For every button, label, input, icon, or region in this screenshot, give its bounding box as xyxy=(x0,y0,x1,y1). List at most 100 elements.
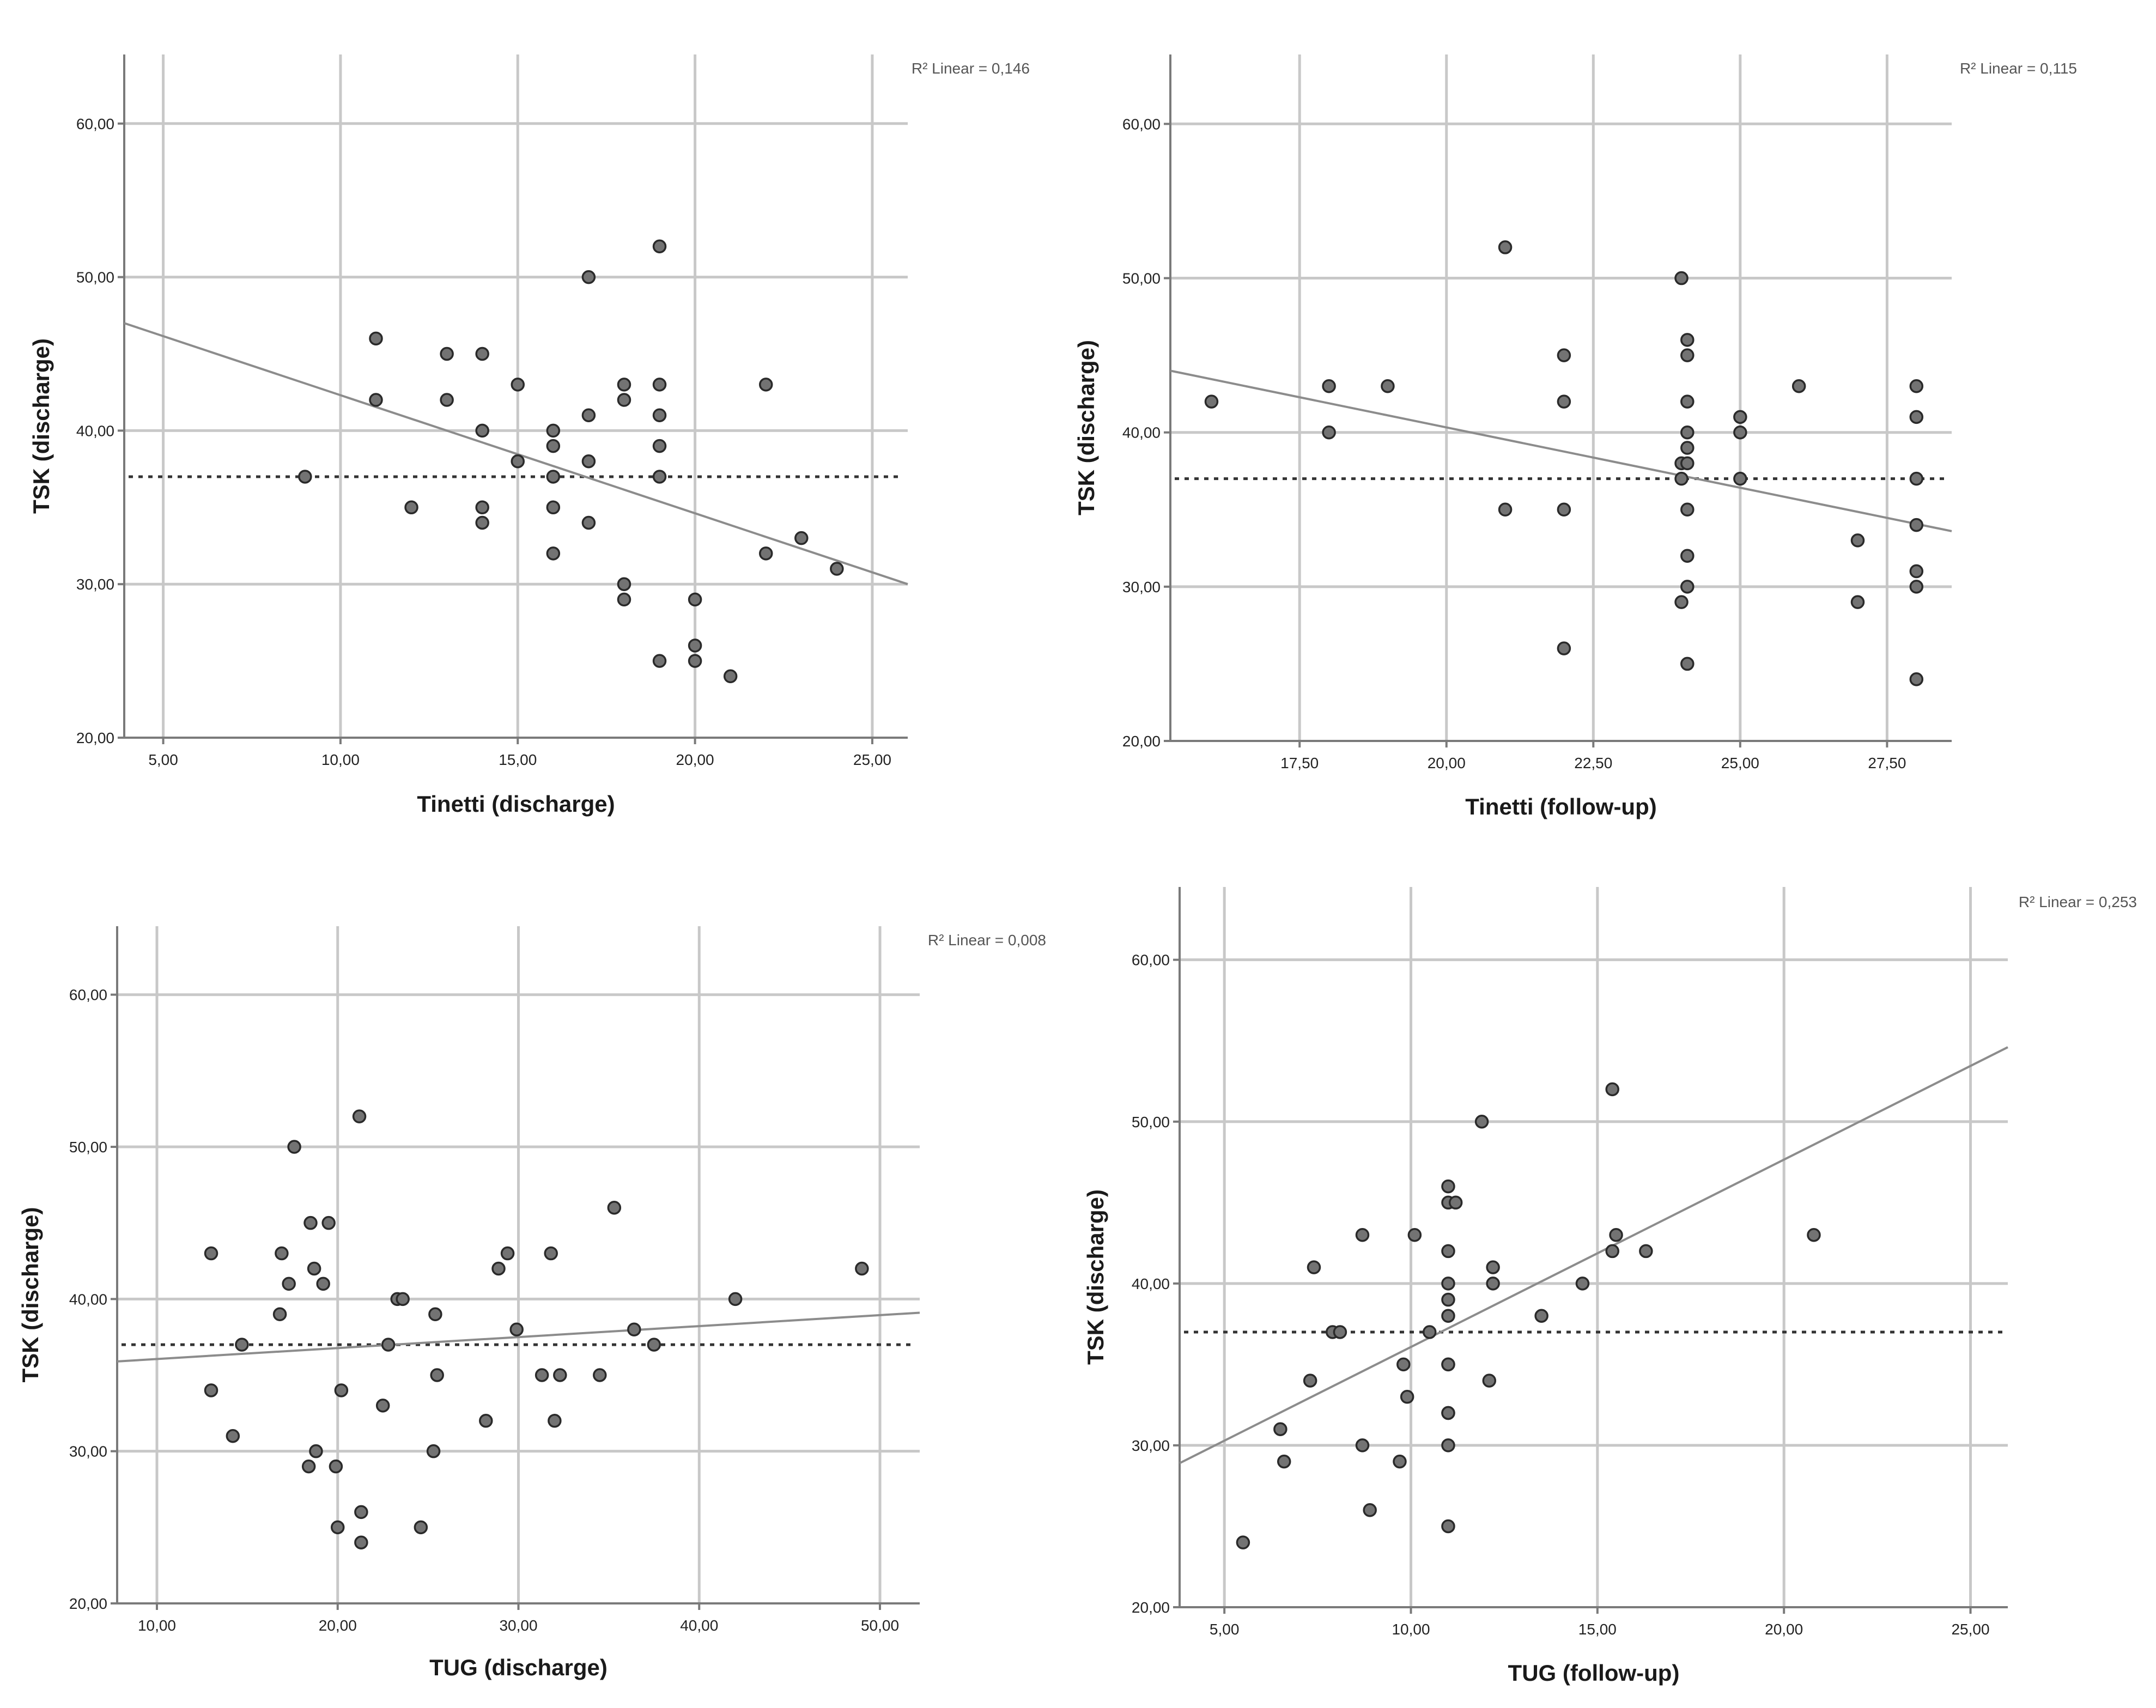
x-tick-label: 10,00 xyxy=(321,751,360,768)
scatter-chart-2: 17,50 20,00 22,50 25,00 27,50 20,00 30,00 40,00… xyxy=(1073,54,2077,819)
data-point xyxy=(1422,1325,1437,1339)
data-point xyxy=(511,378,525,392)
data-point xyxy=(581,454,596,469)
data-point xyxy=(329,1459,343,1474)
data-point xyxy=(354,1535,368,1550)
scatter-chart-4: 5,00 10,00 15,00 20,00 25,00 20,00 30,00 40,00 5… xyxy=(1083,887,2137,1686)
data-point xyxy=(647,1338,661,1352)
data-point xyxy=(509,1322,524,1336)
x-tick-label: 10,00 xyxy=(138,1617,176,1634)
data-point xyxy=(581,515,596,530)
data-point xyxy=(414,1520,428,1535)
y-tick-label: 30,00 xyxy=(1122,579,1161,595)
data-point xyxy=(1575,1277,1590,1291)
y-tick-label: 60,00 xyxy=(69,987,107,1004)
data-point xyxy=(1534,1309,1548,1323)
data-point xyxy=(404,500,418,515)
data-point xyxy=(204,1383,218,1397)
data-point xyxy=(1680,348,1695,362)
x-tick-label: 40,00 xyxy=(680,1617,718,1634)
x-tick-label: 30,00 xyxy=(499,1617,537,1634)
data-point xyxy=(546,439,561,453)
data-point xyxy=(1680,441,1695,455)
data-point xyxy=(375,1399,390,1413)
fit-line xyxy=(124,322,908,586)
data-point xyxy=(301,1459,316,1474)
data-point xyxy=(1333,1325,1347,1339)
x-axis-title: TUG (follow-up) xyxy=(1508,1660,1680,1686)
data-point xyxy=(652,408,667,422)
data-point xyxy=(440,393,454,407)
data-point xyxy=(1680,549,1695,563)
data-point xyxy=(1850,533,1865,548)
y-axis-title: TSK (discharge) xyxy=(1083,1189,1108,1365)
y-tick-label: 20,00 xyxy=(1122,733,1161,750)
data-point xyxy=(1236,1535,1250,1549)
data-point xyxy=(544,1246,558,1261)
data-point xyxy=(303,1215,318,1230)
data-point xyxy=(1733,471,1747,486)
data-point xyxy=(282,1277,296,1291)
data-point xyxy=(593,1368,607,1382)
data-point xyxy=(369,393,383,407)
data-point xyxy=(1322,425,1336,440)
data-point xyxy=(1303,1373,1317,1388)
data-point xyxy=(1441,1357,1455,1372)
data-point xyxy=(758,546,773,561)
data-point xyxy=(1674,471,1689,486)
data-point xyxy=(1680,394,1695,409)
data-point xyxy=(1909,672,1924,686)
data-point xyxy=(652,470,667,484)
y-tick-label: 30,00 xyxy=(1132,1437,1170,1454)
data-point xyxy=(652,378,667,392)
x-tick-label: 17,50 xyxy=(1280,755,1319,771)
data-point xyxy=(617,592,631,607)
x-tick-label: 20,00 xyxy=(1765,1621,1803,1638)
data-point xyxy=(1273,1422,1287,1436)
data-point xyxy=(475,515,489,530)
data-point xyxy=(1448,1195,1463,1210)
data-point xyxy=(426,1444,441,1458)
data-point xyxy=(548,1414,562,1428)
data-point xyxy=(475,423,489,438)
y-tick-label: 30,00 xyxy=(69,1443,107,1460)
data-point xyxy=(1277,1454,1291,1469)
y-tick-label: 20,00 xyxy=(76,730,114,746)
data-point xyxy=(287,1140,301,1154)
data-point xyxy=(794,531,809,545)
y-tick-label: 50,00 xyxy=(1132,1114,1170,1130)
data-point xyxy=(1674,271,1689,285)
data-point xyxy=(535,1368,549,1382)
data-point xyxy=(396,1292,410,1306)
data-point xyxy=(511,454,525,469)
data-point xyxy=(1441,1309,1455,1323)
data-point xyxy=(1482,1373,1497,1388)
data-point xyxy=(1396,1357,1411,1372)
data-point xyxy=(652,654,667,668)
x-tick-label: 20,00 xyxy=(319,1617,357,1634)
data-point xyxy=(1909,580,1924,594)
data-point xyxy=(1733,410,1747,424)
data-point xyxy=(1363,1503,1377,1517)
data-point xyxy=(1557,394,1571,409)
data-point xyxy=(627,1322,641,1336)
data-point xyxy=(428,1307,442,1322)
data-point xyxy=(1441,1277,1455,1291)
y-tick-label: 40,00 xyxy=(1132,1275,1170,1292)
data-point xyxy=(316,1277,330,1291)
data-point xyxy=(1674,595,1689,609)
x-tick-label: 5,00 xyxy=(148,751,178,768)
data-point xyxy=(1557,348,1571,362)
y-tick-label: 60,00 xyxy=(1122,116,1161,132)
data-point xyxy=(309,1444,323,1458)
data-point xyxy=(500,1246,515,1261)
data-point xyxy=(1909,379,1924,393)
data-point xyxy=(1609,1227,1623,1242)
x-tick-label: 20,00 xyxy=(1428,755,1466,771)
data-point xyxy=(830,562,844,576)
x-axis-title: TUG (discharge) xyxy=(429,1655,608,1680)
data-point xyxy=(581,270,596,284)
data-point xyxy=(607,1201,622,1215)
data-point xyxy=(204,1246,218,1261)
data-point xyxy=(546,470,561,484)
